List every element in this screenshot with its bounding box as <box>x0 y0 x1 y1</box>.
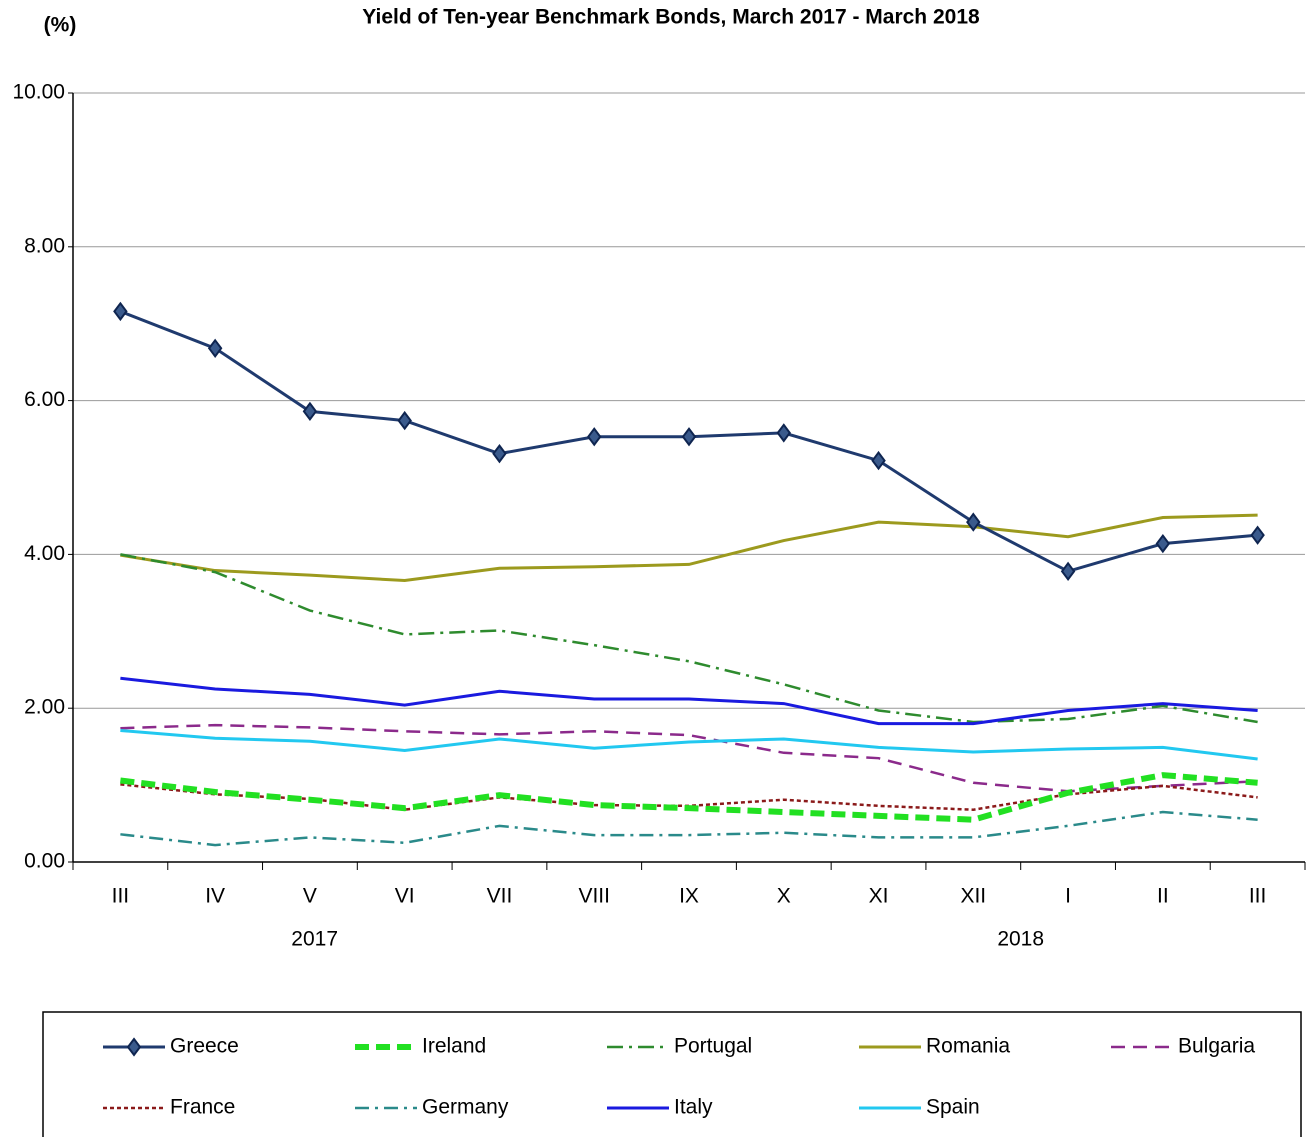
y-axis-label: (%) <box>44 14 77 37</box>
x-tick-label: V <box>303 885 317 908</box>
series-marker <box>397 410 412 431</box>
legend-label: Bulgaria <box>1178 1035 1255 1058</box>
series-marker <box>871 450 886 471</box>
y-tick-label: 2.00 <box>24 696 65 719</box>
series-line <box>120 810 1258 847</box>
series-marker <box>113 301 128 322</box>
legend-label: Italy <box>674 1096 713 1119</box>
series-marker <box>1155 533 1171 554</box>
legend-box <box>42 1011 1302 1137</box>
x-tick-label: I <box>1065 885 1071 908</box>
y-tick-label: 4.00 <box>24 542 65 565</box>
legend-label: Spain <box>926 1096 980 1119</box>
legend-label: Germany <box>422 1096 509 1119</box>
series-marker <box>492 443 507 464</box>
y-tick-label: 0.00 <box>24 850 65 873</box>
legend-marker <box>126 1037 142 1057</box>
series-line <box>120 772 1258 823</box>
series-line <box>120 676 1258 726</box>
legend-label: Greece <box>170 1035 239 1058</box>
y-tick-label: 6.00 <box>24 388 65 411</box>
year-label: 2018 <box>997 928 1044 951</box>
x-tick-label: VIII <box>578 885 610 908</box>
chart-title: Yield of Ten-year Benchmark Bonds, March… <box>362 6 980 29</box>
x-tick-label: IX <box>679 885 699 908</box>
series-marker <box>1250 525 1265 545</box>
y-tick-label: 10.00 <box>12 81 65 104</box>
series-marker <box>776 423 792 443</box>
x-tick-label: VI <box>395 885 415 908</box>
series-marker <box>1060 561 1076 581</box>
year-label: 2017 <box>291 928 338 951</box>
x-tick-label: VII <box>487 885 513 908</box>
x-tick-label: IV <box>205 885 225 908</box>
series-marker <box>207 338 223 358</box>
legend-label: France <box>170 1096 235 1119</box>
legend-label: Ireland <box>422 1035 486 1058</box>
series-line <box>120 513 1258 583</box>
y-tick-label: 8.00 <box>24 234 65 257</box>
x-tick-label: III <box>1249 885 1267 908</box>
series-line <box>120 723 1258 793</box>
series-marker <box>302 401 318 422</box>
series-marker <box>966 512 981 532</box>
x-tick-label: III <box>112 885 130 908</box>
x-tick-label: XI <box>869 885 889 908</box>
x-tick-label: X <box>777 885 791 908</box>
series-marker <box>586 427 602 447</box>
x-tick-label: XII <box>960 885 986 908</box>
legend-label: Portugal <box>674 1035 752 1058</box>
series-line <box>120 553 1258 724</box>
series-marker <box>681 427 697 447</box>
series-line <box>120 729 1258 761</box>
legend-label: Romania <box>926 1035 1010 1058</box>
x-tick-label: II <box>1157 885 1169 908</box>
